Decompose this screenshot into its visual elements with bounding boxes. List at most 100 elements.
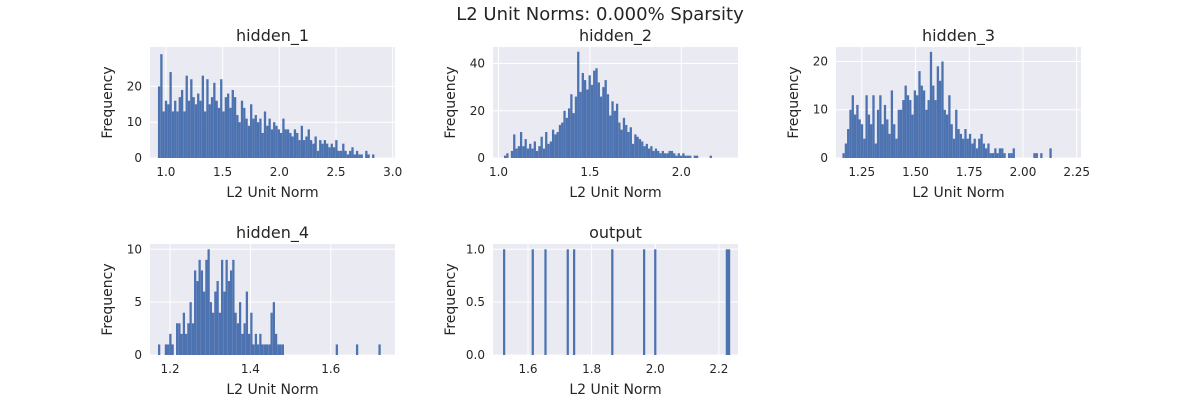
histogram-bar (282, 118, 285, 158)
histogram-bar (196, 281, 199, 355)
subplot-output: 1.6 1.8 2.0 2.2 0.0 0.5 1.0 output L2 Unit Norm F… (443, 223, 738, 398)
plot-area (493, 244, 738, 355)
histogram-bar (291, 136, 294, 158)
histogram-bar (631, 143, 635, 158)
y-tick-label: 5 (134, 295, 142, 309)
histogram-bar (227, 93, 230, 158)
histogram-bar (328, 147, 331, 158)
histogram-bar (176, 111, 179, 158)
histogram-bar (279, 344, 282, 355)
histogram-bar (939, 80, 942, 158)
histogram-bar (176, 323, 179, 355)
histogram-bar (203, 291, 206, 355)
y-axis-label: Frequency (100, 66, 116, 138)
histogram-bar (208, 104, 211, 158)
histogram-bar (312, 143, 315, 158)
histogram-bar (252, 118, 255, 158)
histogram-bar (870, 124, 873, 158)
histogram-bar (303, 140, 306, 158)
x-tick-label: 2.5 (326, 165, 345, 179)
histogram-bar (874, 143, 877, 158)
x-tick-label: 1.2 (161, 362, 180, 376)
histogram-bar (169, 333, 172, 355)
histogram-bar (565, 117, 568, 158)
histogram-bar (583, 80, 587, 158)
histogram-bar (263, 344, 266, 355)
histogram-bar (899, 109, 903, 158)
histogram-bar (248, 333, 251, 355)
histogram-bar (210, 97, 214, 158)
histogram-bar (367, 154, 370, 158)
subplot-title: hidden_4 (236, 223, 309, 243)
histogram-bar (909, 100, 912, 158)
histogram-bar (579, 91, 582, 158)
histogram-bar (881, 124, 884, 158)
histogram-bar (245, 291, 248, 355)
histogram-bar (217, 107, 221, 158)
histogram-bar (668, 150, 671, 158)
histogram-bar (268, 118, 271, 158)
histogram-bar (270, 129, 274, 158)
histogram-bar (890, 90, 894, 158)
x-tick-label: 1.0 (489, 165, 508, 179)
histogram-bar (615, 103, 619, 158)
histogram-bar (239, 302, 242, 355)
histogram-bar (274, 333, 278, 355)
histogram-bar (971, 143, 974, 158)
histogram-bar (675, 155, 678, 158)
histogram-bar (207, 249, 210, 355)
histogram-bar (307, 129, 310, 158)
histogram-bar (657, 150, 660, 158)
histogram-bar (273, 122, 276, 158)
histogram-bar (365, 150, 368, 158)
histogram-bar (945, 114, 949, 158)
histogram-bar (661, 150, 664, 158)
histogram-bar (351, 147, 354, 158)
histogram-bar (856, 104, 859, 158)
histogram-bar (636, 136, 639, 158)
y-tick-label: 20 (470, 104, 485, 118)
histogram-bar (517, 146, 520, 158)
histogram-bar (180, 89, 184, 158)
histogram-bar (879, 95, 882, 158)
histogram-bar (321, 143, 324, 158)
x-tick-label: 1.25 (848, 165, 875, 179)
x-axis-label: L2 Unit Norm (569, 185, 661, 201)
histogram-bar (372, 154, 375, 158)
histogram-bar (842, 153, 845, 158)
histogram-bar (201, 75, 204, 158)
histogram-bar (650, 146, 653, 158)
histogram-bar (561, 122, 564, 158)
histogram-bar (277, 344, 280, 355)
histogram-bar (513, 134, 516, 158)
x-tick-label: 1.4 (241, 362, 260, 376)
histogram-bar (223, 291, 226, 355)
histogram-bar (519, 132, 523, 158)
histogram-bar (932, 85, 935, 158)
histogram-bar (904, 85, 907, 158)
histogram-bar (853, 114, 857, 158)
histogram-bar (178, 97, 181, 158)
histogram-bar (205, 259, 208, 355)
histogram-bar (955, 109, 958, 158)
histogram-bar (503, 155, 507, 158)
histogram-bar (261, 344, 264, 355)
histogram-bar (654, 249, 657, 355)
histogram-bar (238, 122, 241, 158)
y-axis-label: Frequency (443, 263, 459, 335)
histogram-bar (360, 154, 363, 158)
histogram-bar (593, 70, 596, 158)
histogram-bar (581, 72, 584, 158)
histogram-bar (627, 132, 630, 158)
histogram-bar (206, 79, 209, 158)
histogram-bar (1033, 153, 1036, 158)
histogram-bar (174, 100, 177, 158)
histogram-bar (1012, 148, 1015, 158)
histogram-bar (934, 100, 937, 158)
histogram-bar (284, 129, 287, 158)
histogram-bar (978, 138, 981, 158)
histogram-bar (549, 141, 552, 158)
histogram-bar (323, 140, 327, 158)
histogram-bar (689, 155, 692, 158)
